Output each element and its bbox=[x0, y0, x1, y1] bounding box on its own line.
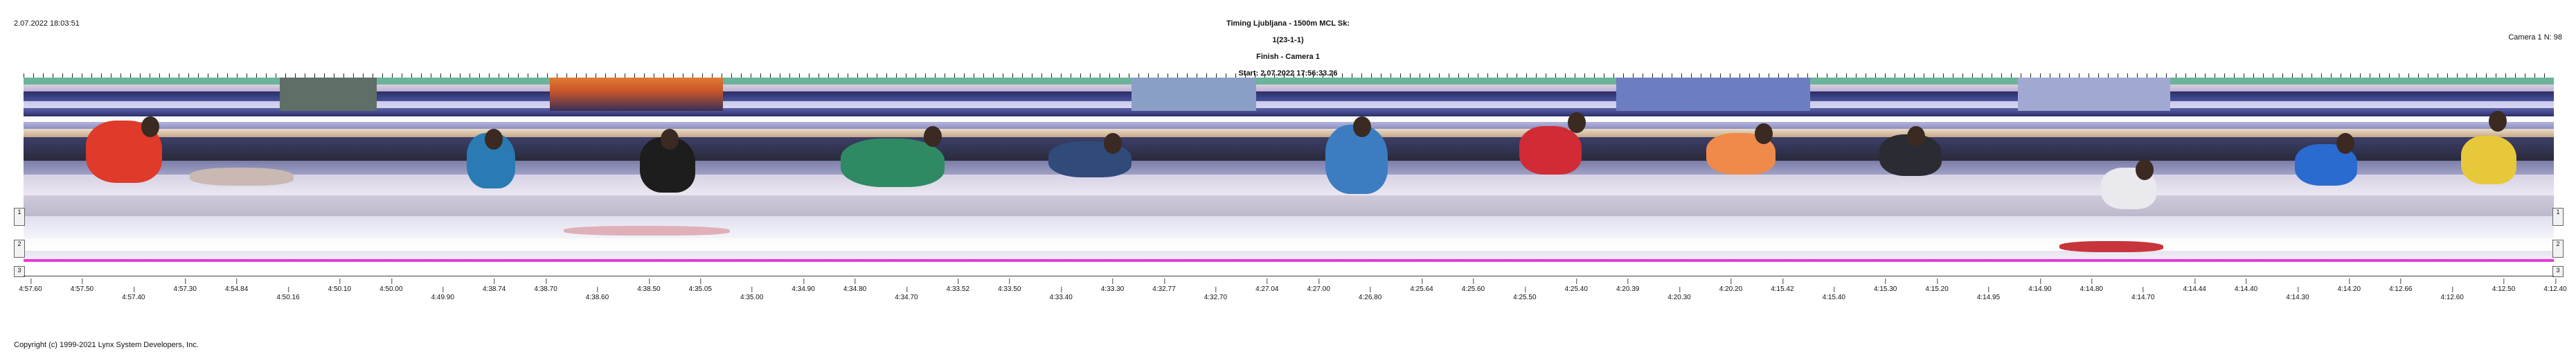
lane-marker-left[interactable]: 2 bbox=[14, 240, 25, 258]
time-tick-label: 4:14.44 bbox=[2183, 278, 2206, 293]
photo-segment bbox=[1616, 78, 1810, 111]
time-tick-label: 4:49.90 bbox=[431, 287, 454, 301]
time-tick-label: 4:15.30 bbox=[1874, 278, 1897, 293]
runner bbox=[1325, 125, 1388, 194]
time-tick-label: 4:25.60 bbox=[1461, 278, 1485, 293]
runner-head bbox=[2136, 159, 2154, 180]
runner bbox=[1519, 126, 1582, 175]
time-tick-label: 4:32.70 bbox=[1204, 287, 1228, 301]
time-tick-label: 4:15.40 bbox=[1822, 287, 1845, 301]
time-tick-label: 4:14.90 bbox=[2028, 278, 2052, 293]
camera-label: Camera 1 N: 98 bbox=[2508, 33, 2562, 42]
runner-head bbox=[1104, 133, 1122, 154]
time-tick-label: 4:35.05 bbox=[688, 278, 712, 293]
lane-number: 2 bbox=[2556, 240, 2560, 247]
lane-number: 1 bbox=[2556, 209, 2560, 215]
time-tick-label: 4:14.70 bbox=[2131, 287, 2155, 301]
time-tick-label: 4:12.60 bbox=[2440, 287, 2464, 301]
time-tick-label: 4:15.20 bbox=[1925, 278, 1949, 293]
lane-marker-left[interactable]: 3 bbox=[14, 266, 25, 277]
time-tick-label: 4:25.64 bbox=[1410, 278, 1433, 293]
time-tick-label: 4:14.95 bbox=[1976, 287, 2001, 301]
time-tick-label: 4:27.04 bbox=[1255, 278, 1279, 293]
time-tick-label: 4:15.42 bbox=[1771, 278, 1794, 293]
runner-head bbox=[141, 116, 159, 137]
time-tick-label: 4:35.00 bbox=[740, 287, 764, 301]
photo-segment bbox=[2018, 78, 2170, 111]
time-tick-label: 4:50.00 bbox=[379, 278, 403, 293]
time-tick-label: 4:32.77 bbox=[1152, 278, 1176, 293]
time-tick-label: 4:14.20 bbox=[2337, 278, 2361, 293]
race-location: Finish - Camera 1 bbox=[1256, 53, 1320, 61]
time-tick-label: 4:33.30 bbox=[1100, 278, 1125, 293]
time-tick-label: 4:12.40 bbox=[2543, 278, 2567, 293]
runner-head bbox=[1755, 123, 1773, 144]
time-tick-label: 4:50.16 bbox=[276, 287, 300, 301]
runner-head bbox=[2336, 133, 2354, 154]
runner bbox=[564, 226, 730, 236]
photo-finish-image[interactable] bbox=[24, 78, 2554, 270]
race-title: Timing Ljubljana - 1500m MCL Sk: 1(23-1-… bbox=[1226, 19, 1350, 44]
time-tick-label: 4:38.70 bbox=[534, 278, 557, 293]
lane-number: 3 bbox=[17, 267, 21, 274]
time-tick-label: 4:20.20 bbox=[1719, 278, 1743, 293]
header-timestamp: 2.07.2022 18:03:51 bbox=[14, 19, 80, 28]
runner bbox=[190, 168, 294, 186]
time-tick-label: 4:26.80 bbox=[1358, 287, 1382, 301]
time-tick-label: 4:38.50 bbox=[637, 278, 661, 293]
runner bbox=[2461, 136, 2516, 184]
time-tick-label: 4:57.30 bbox=[173, 278, 197, 293]
time-tick-label: 4:57.50 bbox=[70, 278, 94, 293]
time-tick-label: 4:33.50 bbox=[998, 278, 1021, 293]
time-tick-label: 4:20.39 bbox=[1616, 278, 1640, 293]
lane-number: 2 bbox=[17, 240, 21, 247]
time-tick-label: 4:33.52 bbox=[946, 278, 970, 293]
runner-head bbox=[1353, 116, 1371, 137]
photo-segment bbox=[1132, 78, 1256, 111]
time-tick-label: 4:12.66 bbox=[2389, 278, 2413, 293]
time-tick-label: 4:14.40 bbox=[2234, 278, 2258, 293]
time-tick-label: 4:54.84 bbox=[224, 278, 249, 293]
runner-head bbox=[485, 129, 503, 150]
copyright-text: Copyright (c) 1999-2021 Lynx System Deve… bbox=[14, 341, 199, 349]
runner bbox=[841, 139, 945, 187]
time-tick-label: 4:25.50 bbox=[1513, 287, 1537, 301]
time-tick-label: 4:38.60 bbox=[585, 287, 609, 301]
lane-marker-right[interactable]: 1 bbox=[2552, 208, 2564, 226]
lane-marker-right[interactable]: 2 bbox=[2552, 240, 2564, 258]
race-info-header: Timing Ljubljana - 1500m MCL Sk: 1(23-1-… bbox=[1219, 15, 1357, 82]
time-tick-label: 4:12.50 bbox=[2492, 278, 2516, 293]
photo-segment bbox=[280, 78, 377, 111]
photo-segment bbox=[550, 78, 723, 111]
time-tick-label: 4:38.74 bbox=[482, 278, 506, 293]
runner-head bbox=[924, 126, 942, 147]
runner-head bbox=[661, 129, 679, 150]
runner-head bbox=[2489, 111, 2507, 132]
time-tick-label: 4:33.40 bbox=[1049, 287, 1073, 301]
lane-number: 3 bbox=[2556, 267, 2560, 274]
photo-tickbar bbox=[24, 73, 2554, 78]
time-tick-label: 4:14.80 bbox=[2079, 278, 2103, 293]
lane-marker-right[interactable]: 3 bbox=[2552, 266, 2564, 277]
time-tick-label: 4:20.30 bbox=[1667, 287, 1691, 301]
time-tick-label: 4:34.70 bbox=[895, 287, 918, 301]
time-tick-label: 4:14.30 bbox=[2286, 287, 2309, 301]
time-tick-label: 4:57.40 bbox=[122, 287, 145, 301]
time-tick-label: 4:34.80 bbox=[843, 278, 867, 293]
runner-head bbox=[1568, 112, 1586, 133]
lane-marker-left[interactable]: 1 bbox=[14, 208, 25, 226]
time-tick-label: 4:25.40 bbox=[1564, 278, 1588, 293]
runner-head bbox=[1907, 126, 1925, 147]
time-tick-label: 4:50.10 bbox=[328, 278, 352, 293]
runner bbox=[2059, 241, 2163, 252]
time-tick-label: 4:27.00 bbox=[1307, 278, 1330, 293]
lane-number: 1 bbox=[17, 209, 21, 215]
time-tick-label: 4:34.90 bbox=[791, 278, 815, 293]
time-tick-label: 4:57.60 bbox=[19, 278, 42, 293]
